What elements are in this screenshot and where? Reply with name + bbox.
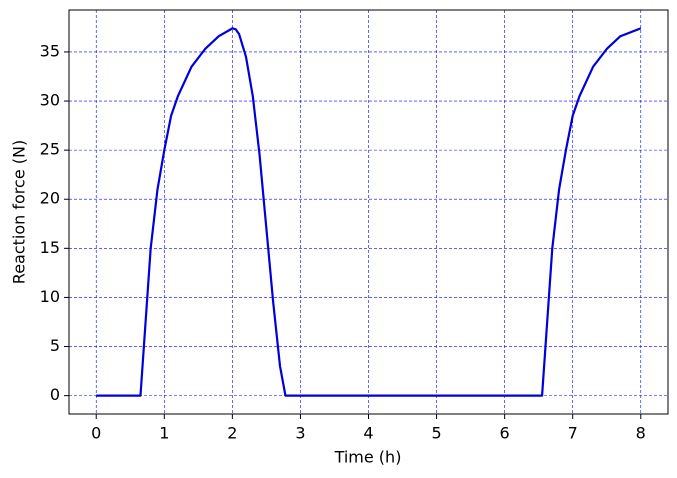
- y-tick-label: 0: [50, 385, 60, 404]
- plot-frame: [68, 9, 669, 415]
- x-tick-label: 5: [431, 424, 441, 443]
- line-series: [96, 27, 642, 397]
- x-tick-label: 8: [636, 424, 646, 443]
- x-tick-label: 7: [568, 424, 578, 443]
- x-tick-label: 1: [159, 424, 169, 443]
- y-tick-label: 10: [40, 287, 60, 306]
- y-tick-label: 15: [40, 238, 60, 257]
- y-tick-label: 30: [40, 91, 60, 110]
- y-tick-label: 25: [40, 140, 60, 159]
- y-tick-label: 5: [50, 336, 60, 355]
- x-tick-label: 6: [500, 424, 510, 443]
- x-tick-label: 0: [91, 424, 101, 443]
- y-tick-label: 20: [40, 189, 60, 208]
- y-tick-label: 35: [40, 41, 60, 60]
- x-tick-label: 4: [363, 424, 373, 443]
- y-axis-label: Reaction force (N): [10, 140, 29, 284]
- x-tick-label: 3: [295, 424, 305, 443]
- x-axis-label: Time (h): [334, 448, 402, 467]
- x-tick-label: 2: [227, 424, 237, 443]
